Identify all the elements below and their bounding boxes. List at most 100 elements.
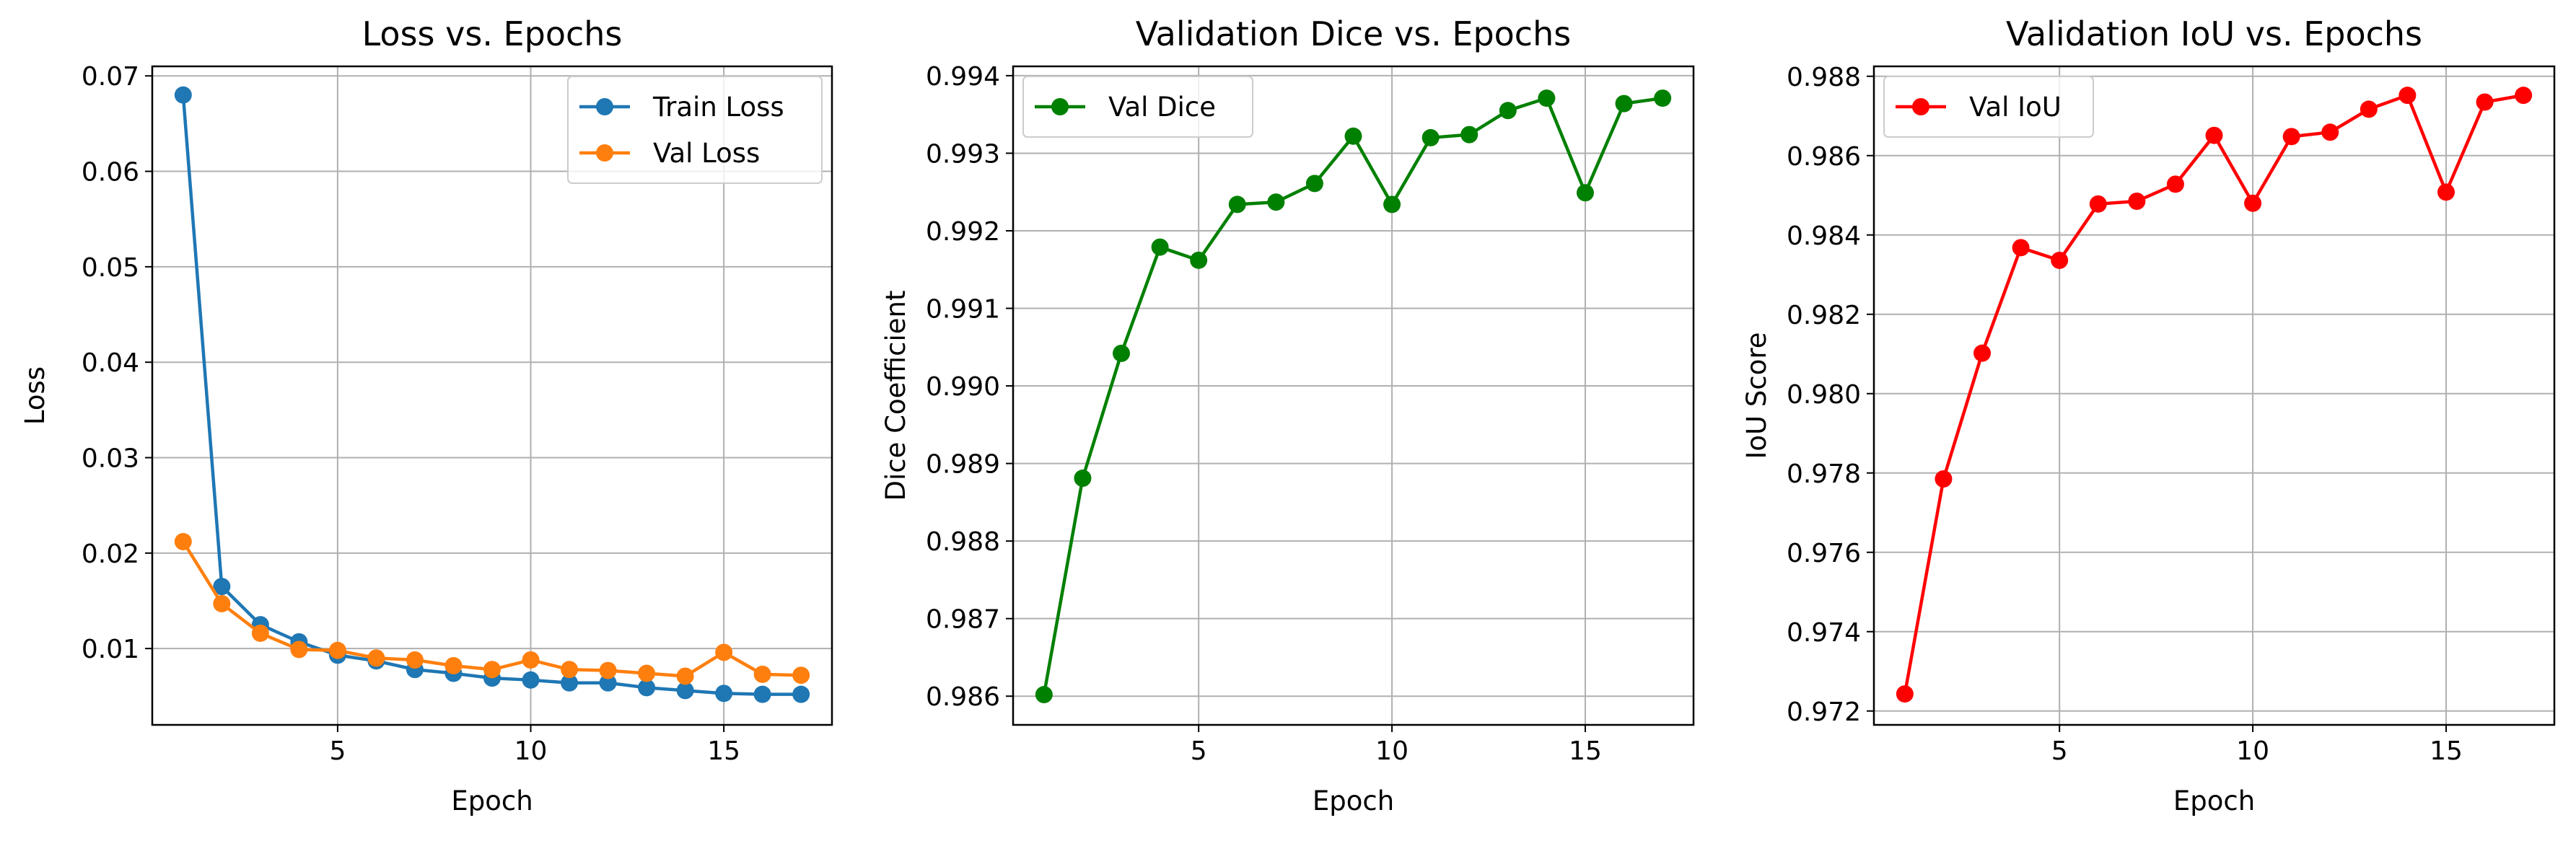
data-point bbox=[715, 643, 733, 661]
data-point bbox=[522, 671, 540, 689]
data-point bbox=[1151, 238, 1169, 256]
data-point bbox=[1344, 127, 1362, 145]
y-tick-label: 0.990 bbox=[926, 372, 1000, 402]
series-line-val-loss bbox=[181, 540, 802, 678]
data-point bbox=[1035, 686, 1053, 704]
legend-label: Val Dice bbox=[1108, 92, 1216, 123]
data-point bbox=[174, 532, 192, 550]
x-tick-label: 15 bbox=[707, 736, 740, 766]
y-tick-label: 0.986 bbox=[926, 682, 1000, 712]
data-point bbox=[1421, 128, 1440, 146]
data-point bbox=[599, 674, 617, 692]
y-tick-label: 0.04 bbox=[82, 348, 139, 378]
y-tick-label: 0.986 bbox=[1787, 142, 1861, 172]
chart-title: Validation Dice vs. Epochs bbox=[1136, 14, 1571, 53]
data-point bbox=[1305, 175, 1323, 193]
y-tick-label: 0.993 bbox=[926, 139, 1000, 169]
data-point bbox=[1973, 344, 1992, 362]
legend-box bbox=[1883, 76, 2094, 138]
y-tick-label: 0.980 bbox=[1787, 380, 1861, 410]
legend-label: Train Loss bbox=[652, 92, 784, 123]
data-point bbox=[676, 667, 694, 685]
data-point bbox=[2282, 128, 2300, 146]
chart-panel-1: 5 10 15 0.01 0.02 0.03 0.04 0.05 0.06 0.07 Loss vs… bbox=[19, 14, 833, 816]
y-tick-label: 0.991 bbox=[926, 295, 1000, 325]
legend-box bbox=[567, 76, 823, 184]
data-point bbox=[1576, 184, 1594, 202]
x-tick-label: 15 bbox=[2430, 736, 2463, 766]
data-point bbox=[2012, 239, 2030, 257]
data-point bbox=[174, 86, 192, 104]
data-point bbox=[290, 640, 308, 659]
legend-label: Val IoU bbox=[1969, 92, 2062, 123]
data-point bbox=[2051, 251, 2069, 269]
legend: Val Dice bbox=[1022, 76, 1253, 138]
data-point bbox=[328, 641, 346, 659]
y-tick-label: 0.984 bbox=[1787, 221, 1861, 251]
data-point bbox=[792, 666, 810, 684]
y-tick-label: 0.05 bbox=[82, 253, 139, 283]
data-point bbox=[251, 624, 269, 642]
legend: Val IoU bbox=[1883, 76, 2094, 138]
data-point bbox=[367, 649, 385, 667]
series-line-val-dice bbox=[1042, 96, 1663, 695]
y-axis-label: Dice Coefficient bbox=[880, 291, 911, 501]
y-axis-label: IoU Score bbox=[1741, 332, 1772, 459]
data-point bbox=[1113, 344, 1131, 362]
x-tick-label: 5 bbox=[1191, 736, 1207, 766]
legend-swatch-marker bbox=[596, 144, 613, 162]
x-tick-label: 10 bbox=[514, 736, 548, 766]
data-point bbox=[1074, 470, 1092, 488]
data-point bbox=[561, 661, 579, 679]
legend-swatch-marker bbox=[596, 98, 613, 115]
data-point bbox=[792, 685, 810, 703]
x-axis-label: Epoch bbox=[2173, 785, 2255, 816]
y-tick-label: 0.03 bbox=[82, 444, 139, 474]
plot-frame bbox=[151, 65, 833, 726]
data-point bbox=[753, 665, 771, 683]
y-tick-label: 0.988 bbox=[926, 527, 1000, 557]
y-tick-label: 0.987 bbox=[926, 605, 1000, 635]
series-line-train-loss bbox=[181, 94, 802, 696]
data-point bbox=[1460, 126, 1478, 144]
data-point bbox=[1383, 195, 1401, 213]
data-point bbox=[638, 679, 656, 697]
data-point bbox=[2476, 93, 2494, 111]
legend-swatch-marker bbox=[1912, 98, 1929, 115]
data-point bbox=[483, 661, 501, 679]
y-tick-label: 0.974 bbox=[1787, 618, 1861, 648]
y-tick-label: 0.994 bbox=[926, 62, 1000, 92]
data-point bbox=[1228, 195, 1246, 213]
chart-panel-3: 5 10 15 0.972 0.974 0.976 0.978 0.980 0.982 0.984… bbox=[1741, 14, 2556, 816]
x-tick-label: 5 bbox=[329, 736, 346, 766]
data-point bbox=[2398, 87, 2417, 105]
x-axis-label: Epoch bbox=[1313, 785, 1394, 816]
series-line-val-iou bbox=[1903, 93, 2524, 695]
y-tick-label: 0.988 bbox=[1787, 63, 1861, 92]
data-point bbox=[1615, 94, 1633, 113]
y-tick-label: 0.06 bbox=[82, 158, 139, 188]
x-axis-label: Epoch bbox=[451, 785, 533, 816]
legend-label: Val Loss bbox=[653, 138, 760, 169]
legend-swatch-marker bbox=[1051, 98, 1069, 115]
data-point bbox=[2515, 87, 2533, 105]
data-point bbox=[676, 682, 694, 700]
data-point bbox=[1935, 470, 1953, 488]
y-tick-label: 0.02 bbox=[82, 540, 139, 569]
x-tick-label: 10 bbox=[1375, 736, 1409, 766]
x-tick-label: 5 bbox=[2051, 736, 2068, 766]
y-axis-label: Loss bbox=[19, 366, 51, 425]
data-point bbox=[444, 656, 463, 674]
data-point bbox=[599, 661, 617, 679]
chart-title: Loss vs. Epochs bbox=[362, 14, 623, 53]
legend-box bbox=[1022, 76, 1253, 138]
data-point bbox=[753, 685, 771, 703]
y-tick-label: 0.972 bbox=[1787, 697, 1861, 727]
data-point bbox=[213, 594, 231, 612]
data-point bbox=[213, 578, 231, 596]
data-point bbox=[2089, 195, 2107, 213]
chart-panel-2: 5 10 15 0.986 0.987 0.988 0.989 0.990 0.991 0.992… bbox=[880, 14, 1695, 816]
plot-frame bbox=[1872, 65, 2556, 726]
data-point bbox=[1190, 251, 1208, 269]
